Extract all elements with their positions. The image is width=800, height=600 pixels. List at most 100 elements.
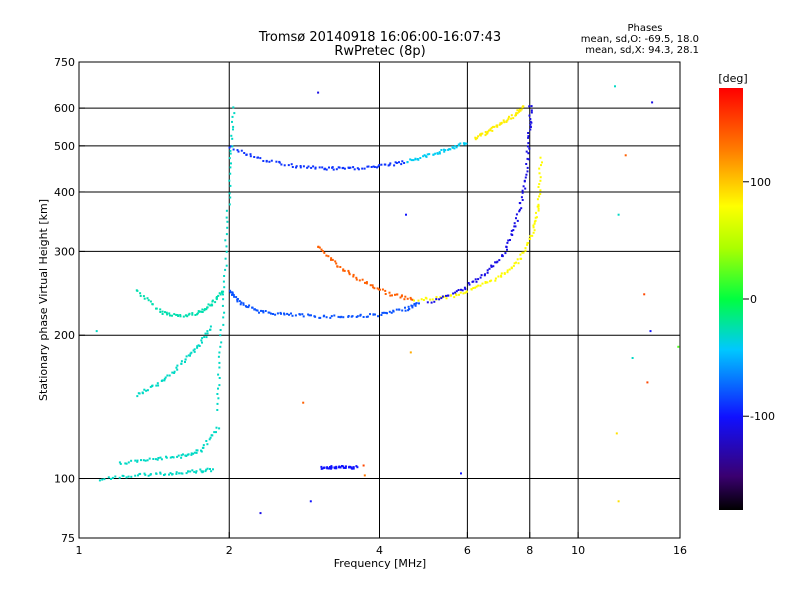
data-point [500,122,503,125]
data-point [531,234,534,237]
data-point [341,167,344,170]
data-point [219,329,222,331]
data-point [111,476,114,479]
data-point [516,219,519,222]
data-point [147,474,150,477]
data-point [125,476,128,479]
data-point [270,159,273,162]
data-point [299,166,302,169]
data-point [200,450,203,453]
data-point [185,472,188,475]
data-point [225,216,228,219]
data-point [384,311,387,314]
data-point [143,388,146,391]
data-point [283,312,285,315]
data-point [409,351,412,354]
data-point [318,166,321,169]
data-point [219,293,222,296]
data-point [356,167,359,170]
data-point [334,260,337,263]
data-point [218,377,221,379]
data-point [377,165,380,168]
data-point [538,172,541,175]
data-point [329,316,332,319]
data-point [411,305,414,308]
data-point [209,436,212,439]
data-point [180,454,183,457]
data-point [215,296,218,298]
data-point [529,123,532,126]
data-point [380,163,383,166]
data-point [206,306,209,309]
data-point [143,472,146,475]
data-point [195,471,197,474]
data-point [223,275,226,277]
data-point [423,154,426,157]
data-point [215,297,218,300]
data-point [143,297,146,300]
data-point [472,280,475,283]
data-point [438,298,441,301]
data-point [419,157,422,159]
x-axis-ticks: 1 2 4 6 8 10 16 [76,532,687,557]
data-point [151,384,154,387]
data-point [302,165,305,168]
data-point [229,149,232,152]
data-point [155,384,158,387]
data-point [440,297,443,300]
data-point [157,457,160,459]
data-point [510,117,513,120]
data-point [445,294,447,297]
data-point [110,477,112,480]
data-point [525,150,528,153]
data-point [504,252,507,255]
y-tick-label: 200 [54,329,75,342]
data-point [228,192,231,195]
data-point [331,258,334,261]
data-point [178,472,181,475]
data-point [458,293,460,296]
data-point [337,315,340,318]
data-point [372,286,375,289]
data-point [506,269,509,272]
data-point [510,233,513,236]
data-point [168,473,170,476]
data-point [516,258,519,261]
data-point [155,472,158,475]
data-point [229,172,232,175]
data-point [181,472,184,475]
data-point [373,166,376,168]
data-point [122,475,125,477]
data-point [490,126,493,129]
data-point [364,281,366,284]
data-point [217,373,220,376]
data-point [177,454,180,457]
data-point [196,312,199,315]
data-point [164,311,166,314]
data-point [98,479,101,482]
data-point [528,105,531,108]
data-point [539,179,542,182]
data-point [175,313,178,316]
data-point [339,466,342,469]
data-point [221,304,224,307]
data-point [614,85,616,88]
data-point [445,297,448,300]
data-point [383,311,385,314]
data-point [516,112,519,115]
data-point [309,500,312,503]
data-point [400,163,403,166]
data-point [468,283,471,286]
data-point [225,245,228,248]
data-point [295,166,297,169]
data-point [339,266,342,268]
data-point [210,434,213,437]
y-tick-label: 750 [54,56,75,69]
data-point [188,312,191,315]
data-point [291,314,294,317]
data-point [146,459,149,462]
data-point [476,137,479,140]
data-point [524,247,527,250]
data-point [221,290,224,293]
data-point [349,166,352,169]
